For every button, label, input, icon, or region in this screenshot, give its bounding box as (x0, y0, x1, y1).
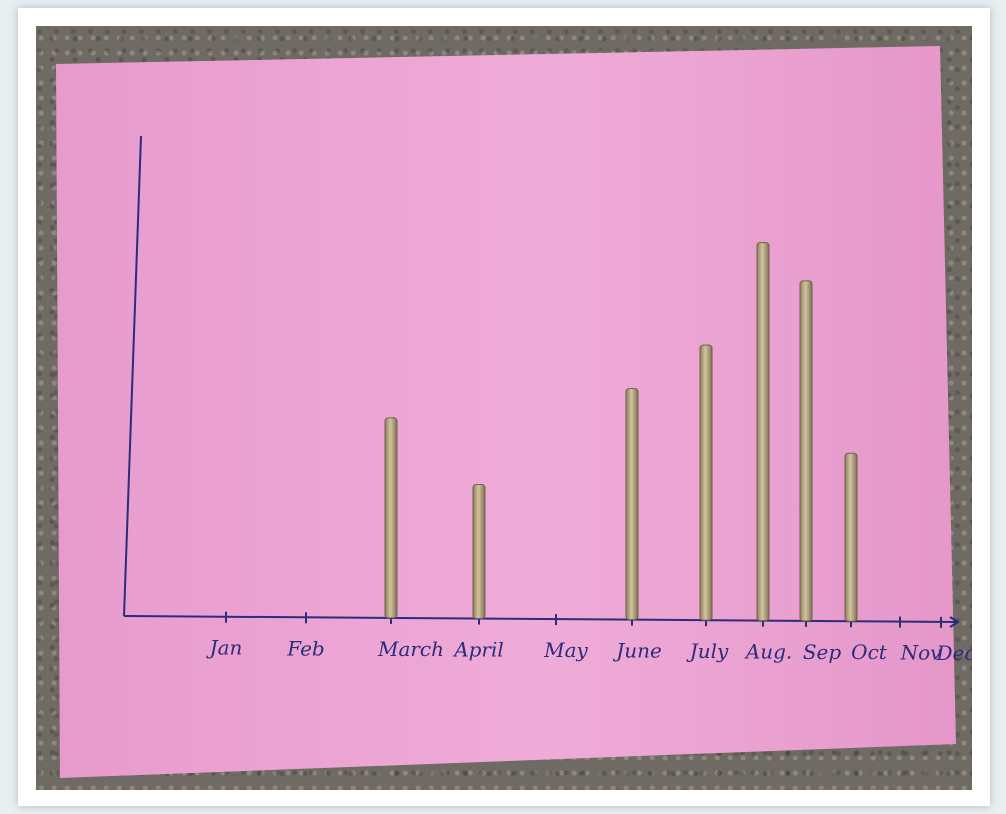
bar-stick (844, 452, 858, 622)
x-tick-label: March (377, 637, 444, 661)
ground-background: Jan Feb March April May June July Aug. Sep Oct Nov… (36, 26, 972, 790)
bar-stick (472, 484, 486, 620)
x-tick-label: July (686, 639, 729, 663)
x-tick-label: June (612, 639, 662, 663)
x-tick-label: Aug. (744, 640, 792, 664)
x-tick-label: Feb (286, 636, 324, 660)
x-tick-label: Jan (206, 636, 243, 660)
x-tick-label: Oct (851, 640, 888, 664)
x-tick-labels: Jan Feb March April May June July Aug. Sep Oct Nov… (206, 636, 972, 665)
photo-frame: Jan Feb March April May June July Aug. Sep Oct Nov… (18, 8, 990, 806)
bar-stick (699, 344, 713, 621)
bar-stick (625, 388, 639, 621)
bar-stick (384, 417, 398, 619)
bar-stick (756, 242, 770, 622)
bar-stick (799, 280, 813, 622)
handmade-stick-bar-chart: Jan Feb March April May June July Aug. Sep Oct Nov… (56, 46, 972, 778)
x-tick-label: Nov (900, 641, 943, 665)
x-axis-line (123, 615, 959, 623)
x-tick-label: April (452, 638, 504, 662)
x-tick-label: Sep (803, 640, 842, 664)
y-axis-line (123, 135, 142, 617)
bars-group (384, 242, 858, 622)
x-axis-arrowhead (949, 616, 960, 628)
pink-paper-sheet (56, 46, 956, 778)
x-tick-label: May (543, 638, 588, 662)
x-tick-label: Dec (935, 641, 972, 665)
